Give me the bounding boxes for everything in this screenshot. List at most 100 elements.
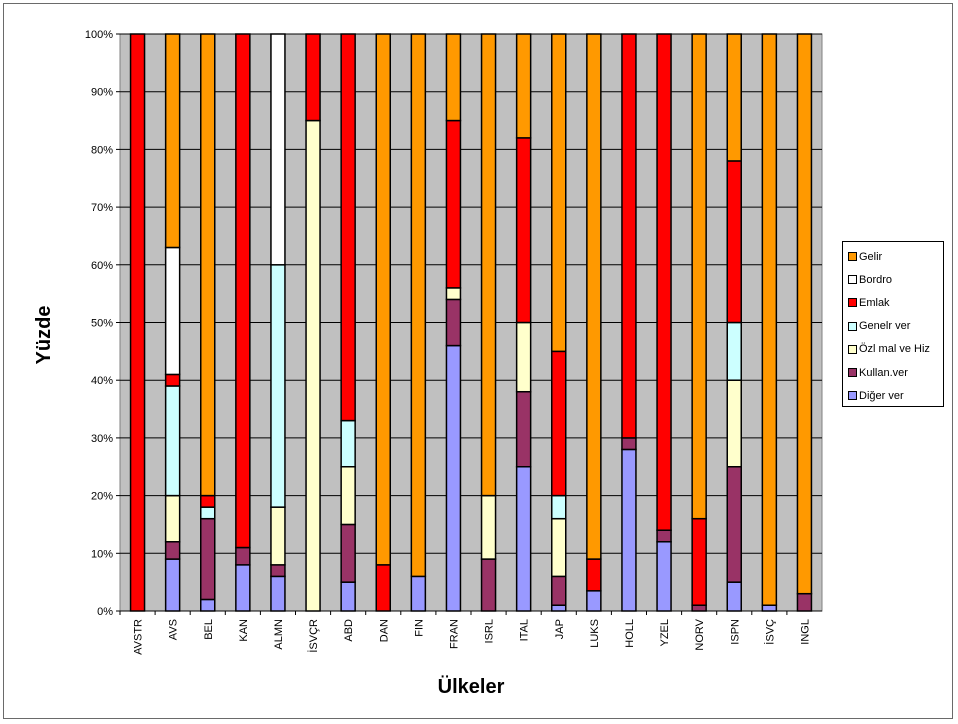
legend-item: Kullan.ver bbox=[843, 361, 943, 384]
legend-label: Gelir bbox=[859, 250, 883, 263]
bar-segment bbox=[656, 541, 672, 612]
bar-segment bbox=[551, 494, 567, 520]
x-tick-label: JAP bbox=[554, 619, 566, 639]
bar-segment bbox=[691, 517, 707, 606]
x-tick-label: INGL bbox=[799, 619, 811, 645]
y-tick-label: 90% bbox=[91, 87, 113, 99]
bar-segment bbox=[375, 564, 391, 612]
y-tick-labels: 0% 10% 20% 30% 40% 50% 60% 70% 80% 90% 100% bbox=[85, 29, 113, 618]
bar-segment bbox=[200, 506, 216, 520]
legend-item: Özl mal ve Hiz bbox=[843, 338, 943, 361]
legend-label: Bordro bbox=[859, 273, 893, 286]
bar-segment bbox=[164, 385, 181, 497]
legend-label: Kullan.ver bbox=[859, 366, 908, 379]
legend-swatch bbox=[848, 275, 857, 285]
bar-segment bbox=[164, 558, 181, 612]
legend: Gelir Bordro Emlak Genelr ver Özl mal ve Hiz… bbox=[842, 241, 944, 407]
bars bbox=[129, 33, 813, 612]
bar-segment bbox=[621, 33, 637, 439]
y-axis-title: Yüzde bbox=[33, 306, 55, 365]
bar-segment bbox=[586, 590, 602, 612]
bar-segment bbox=[691, 604, 707, 612]
bar-segment bbox=[515, 33, 532, 139]
legend-label: Diğer ver bbox=[859, 389, 904, 402]
bar-segment bbox=[726, 581, 742, 612]
bar-segment bbox=[726, 466, 742, 583]
legend-item: Genelr ver bbox=[843, 315, 943, 338]
bar-segment bbox=[164, 33, 181, 249]
bar-segment bbox=[551, 517, 567, 578]
bar-segment bbox=[270, 264, 286, 508]
bar-segment bbox=[726, 321, 742, 381]
legend-swatch bbox=[848, 321, 857, 331]
bar-segment bbox=[726, 160, 742, 324]
bar-segment bbox=[235, 546, 251, 566]
bar-segment bbox=[200, 33, 216, 497]
bar-segment bbox=[445, 287, 462, 301]
bar-segment bbox=[761, 33, 778, 606]
legend-label: Özl mal ve Hiz bbox=[859, 343, 930, 356]
legend-item: Bordro bbox=[843, 268, 943, 291]
x-tick-label: NORV bbox=[694, 618, 706, 650]
bar-segment bbox=[305, 119, 321, 612]
x-tick-labels: AVSTR AVS BEL KAN ALMN İSVÇR ABD DAN FIN FRAN ISRL… bbox=[133, 618, 812, 655]
x-tick-label: AVS bbox=[168, 619, 180, 640]
x-tick-label: DAN bbox=[378, 619, 390, 642]
y-tick-label: 30% bbox=[91, 433, 113, 445]
bar-segment bbox=[515, 466, 532, 612]
bar-segment bbox=[551, 350, 567, 497]
y-tick-label: 0% bbox=[97, 606, 113, 618]
bar-segment bbox=[726, 379, 742, 468]
y-tick-label: 10% bbox=[91, 548, 113, 560]
x-axis-title: Ülkeler bbox=[438, 675, 505, 698]
bar-segment bbox=[551, 604, 567, 612]
bar-segment bbox=[410, 575, 427, 612]
x-tick-label: HOLL bbox=[624, 619, 636, 648]
y-tick-label: 60% bbox=[91, 260, 113, 272]
bar-segment bbox=[235, 33, 251, 549]
legend-swatch bbox=[848, 368, 857, 378]
bar-segment bbox=[270, 564, 286, 578]
legend-swatch bbox=[848, 391, 857, 401]
x-tick-label: FRAN bbox=[448, 619, 460, 649]
legend-swatch bbox=[848, 252, 857, 262]
bar-segment bbox=[235, 564, 251, 612]
bar-segment bbox=[621, 448, 637, 612]
bar-segment bbox=[796, 33, 813, 595]
bar-segment bbox=[480, 558, 497, 612]
x-tick-label: İSVÇ bbox=[763, 619, 776, 645]
y-tick-label: 70% bbox=[91, 202, 113, 214]
bar-segment bbox=[375, 33, 391, 566]
bar-segment bbox=[586, 558, 602, 592]
bar-segment bbox=[410, 33, 427, 578]
x-tick-label: ISPN bbox=[729, 619, 741, 645]
legend-label: Genelr ver bbox=[859, 320, 911, 333]
bar-segment bbox=[551, 33, 567, 353]
legend-label: Emlak bbox=[859, 296, 890, 309]
bar-segment bbox=[340, 523, 356, 583]
bar-segment bbox=[656, 33, 672, 531]
x-tick-label: ALMN bbox=[273, 619, 285, 650]
bar-segment bbox=[621, 437, 637, 451]
bar-segment bbox=[515, 137, 532, 324]
bar-segment bbox=[445, 119, 462, 289]
bar-segment bbox=[515, 390, 532, 468]
bar-segment bbox=[480, 33, 497, 497]
bar-segment bbox=[551, 575, 567, 606]
bar-segment bbox=[515, 321, 532, 393]
bar-segment bbox=[340, 581, 356, 612]
x-tick-label: ITAL bbox=[519, 619, 531, 641]
bar-segment bbox=[726, 33, 742, 162]
bar-segment bbox=[305, 33, 321, 122]
x-tick-label: FIN bbox=[413, 619, 425, 637]
bar-segment bbox=[340, 419, 356, 468]
bar-segment bbox=[445, 298, 462, 347]
bar-segment bbox=[270, 33, 286, 266]
x-tick-label: KAN bbox=[238, 619, 250, 642]
bar-segment bbox=[656, 529, 672, 543]
legend-swatch bbox=[848, 298, 857, 308]
x-tick-label: BEL bbox=[203, 619, 215, 640]
bar-segment bbox=[200, 517, 216, 601]
bar-segment bbox=[691, 33, 707, 520]
